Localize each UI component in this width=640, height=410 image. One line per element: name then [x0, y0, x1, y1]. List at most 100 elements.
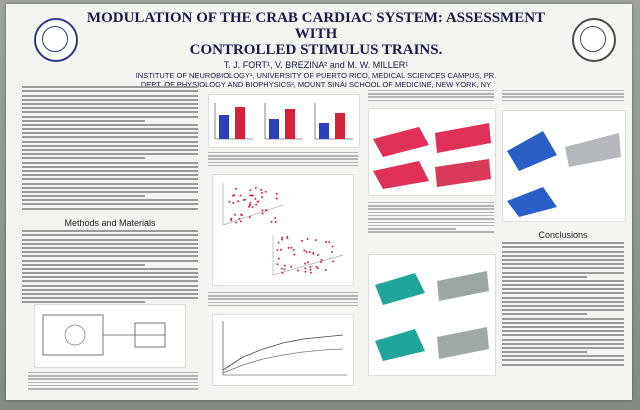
figure-5-line-graph: [212, 314, 354, 386]
text-line: [502, 258, 624, 261]
bar-blue: [269, 119, 279, 139]
text-line: [22, 169, 198, 172]
text-line: [208, 158, 358, 160]
scatter-point: [308, 251, 311, 254]
text-line: [22, 94, 198, 97]
text-line: [502, 334, 624, 337]
conclusions-heading: Conclusions: [538, 230, 588, 240]
figure-8-surface-plots-blue: [502, 110, 626, 222]
scatter-point: [280, 248, 282, 251]
scatter-point: [260, 196, 263, 199]
text-line: [368, 99, 494, 102]
scatter-point: [276, 249, 279, 251]
scatter-point: [306, 237, 309, 240]
text-line: [28, 384, 198, 387]
scatter-point: [274, 220, 277, 223]
scatter-point: [301, 239, 303, 242]
scatter-point: [274, 217, 277, 219]
figure-6-surface-plots-red: [368, 108, 496, 196]
text-line: [502, 309, 624, 312]
text-line: [368, 231, 494, 233]
text-line: [502, 292, 624, 295]
text-line: [22, 144, 198, 147]
scatter-point: [286, 236, 289, 238]
bar-blue: [319, 123, 329, 139]
scatter-point: [292, 248, 295, 251]
figure-2-bar-charts: [208, 94, 360, 148]
text-line: [502, 271, 624, 274]
scatter-point: [304, 270, 307, 273]
text-line: [22, 297, 198, 300]
scatter-point: [276, 263, 279, 266]
text-line: [22, 246, 198, 249]
scatter-point: [240, 213, 243, 216]
text-line: [368, 89, 494, 92]
text-line: [502, 363, 624, 366]
scatter-point: [316, 267, 319, 270]
text-line: [22, 203, 198, 206]
scatter-point: [249, 189, 252, 192]
text-line: [22, 276, 198, 279]
text-line: [502, 93, 624, 95]
text-line: [502, 279, 624, 282]
text-line: [22, 259, 198, 262]
scatter-point: [304, 262, 306, 265]
text-line: [368, 211, 494, 214]
text-line: [22, 195, 146, 198]
scatter-point: [249, 201, 252, 204]
text-line: [22, 86, 198, 89]
scatter-point: [260, 191, 263, 194]
text-line: [22, 182, 198, 185]
title-block: MODULATION OF THE CRAB CARDIAC SYSTEM: A…: [76, 10, 556, 89]
scatter-point: [244, 198, 247, 201]
text-line: [208, 151, 358, 154]
text-line: [22, 178, 198, 181]
bar-red: [335, 113, 345, 139]
text-line: [502, 351, 588, 354]
text-line: [502, 317, 624, 320]
methods-heading: Methods and Materials: [64, 218, 156, 228]
bar-chart-2: [264, 103, 303, 140]
text-line: [208, 301, 358, 304]
text-line: [22, 90, 198, 93]
conclusions-text: [502, 242, 624, 366]
methods-text: [22, 230, 198, 304]
scatter-point: [283, 264, 286, 267]
scatter-point: [283, 268, 286, 271]
text-line: [22, 174, 198, 177]
scatter-point: [290, 246, 293, 249]
figure-2-caption: [208, 150, 358, 168]
text-line: [502, 284, 624, 287]
text-line: [22, 165, 198, 168]
text-line: [208, 161, 358, 164]
text-line: [368, 93, 494, 95]
text-line: [502, 89, 624, 92]
scatter-point: [330, 251, 333, 253]
text-line: [22, 161, 198, 164]
text-line: [502, 99, 624, 102]
scatter-point: [280, 267, 283, 270]
bar-chart-1: [214, 103, 253, 140]
text-line: [22, 157, 146, 160]
scatter-point: [237, 200, 240, 203]
scatter-point: [234, 213, 236, 216]
text-line: [502, 338, 624, 341]
scatter-point: [309, 265, 312, 268]
text-line: [502, 305, 624, 307]
poster-title-line-1: MODULATION OF THE CRAB CARDIAC SYSTEM: A…: [86, 10, 546, 42]
scatter-point: [319, 261, 322, 264]
text-line: [502, 288, 624, 291]
text-line: [22, 242, 198, 245]
bar-red: [285, 109, 295, 139]
text-line: [368, 221, 494, 224]
scatter-point: [247, 205, 250, 208]
scatter-point: [281, 236, 284, 239]
text-line: [502, 275, 588, 278]
scatter-point: [239, 220, 242, 223]
text-line: [502, 342, 624, 345]
text-line: [502, 359, 624, 362]
scatter-point: [255, 203, 258, 206]
institute-seal-logo: [572, 18, 616, 62]
text-line: [22, 149, 198, 151]
bar-red: [235, 107, 245, 139]
